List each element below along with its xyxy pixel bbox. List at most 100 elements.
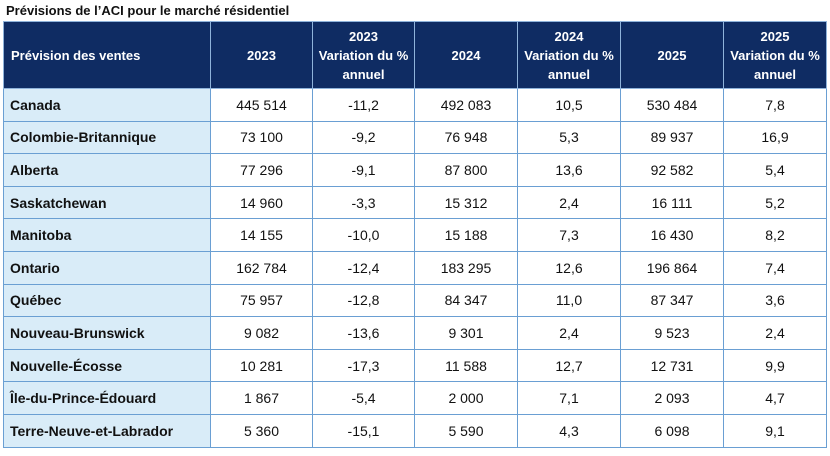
sales-2023: 75 957	[210, 283, 313, 318]
header-line: 2024	[451, 47, 481, 63]
sales-2025: 2 093	[620, 381, 724, 415]
header-2025-change: 2025 Variation du % annuel	[723, 21, 827, 89]
sales-2023: 1 867	[210, 381, 313, 415]
change-2024: 10,5	[517, 88, 621, 122]
region-name: Terre-Neuve-et-Labrador	[3, 413, 211, 448]
change-2025: 16,9	[723, 120, 827, 155]
header-2024-sales: 2024	[414, 21, 518, 89]
header-line: Variation du %	[730, 47, 820, 63]
sales-2025: 16 430	[620, 218, 724, 252]
region-name: Saskatchewan	[3, 185, 211, 220]
sales-2024: 2 000	[414, 381, 518, 415]
sales-2025: 12 731	[620, 348, 724, 383]
change-2023: -12,8	[312, 283, 415, 318]
header-2024-change: 2024 Variation du % annuel	[517, 21, 621, 89]
change-2023: -13,6	[312, 316, 415, 350]
region-name: Canada	[3, 88, 211, 122]
change-2023: -9,1	[312, 153, 415, 187]
region-name: Nouveau-Brunswick	[3, 316, 211, 350]
header-line: annuel	[342, 66, 385, 82]
sales-2023: 14 155	[210, 218, 313, 252]
table-title: Prévisions de l’ACI pour le marché résid…	[6, 3, 290, 18]
change-2023: -12,4	[312, 250, 415, 285]
change-2025: 8,2	[723, 218, 827, 252]
change-2023: -10,0	[312, 218, 415, 252]
change-2025: 4,7	[723, 381, 827, 415]
sales-2023: 5 360	[210, 413, 313, 448]
region-name: Colombie-Britannique	[3, 120, 211, 155]
table-row: Colombie-Britannique 73 100 -9,2 76 948 5,3 8…	[3, 120, 827, 155]
sales-2023: 14 960	[210, 185, 313, 220]
region-name: Ontario	[3, 250, 211, 285]
change-2023: -9,2	[312, 120, 415, 155]
sales-2024: 87 800	[414, 153, 518, 187]
sales-2024: 183 295	[414, 250, 518, 285]
header-2023-change: 2023 Variation du % annuel	[312, 21, 415, 89]
header-row: Prévision des ventes 2023 2023 Variation du…	[3, 21, 827, 89]
sales-2023: 73 100	[210, 120, 313, 155]
change-2024: 11,0	[517, 283, 621, 318]
sales-2024: 5 590	[414, 413, 518, 448]
header-line: Prévision des ventes	[11, 47, 141, 63]
table-row: Ontario 162 784 -12,4 183 295 12,6 196 864 7,4	[3, 250, 827, 285]
sales-2025: 9 523	[620, 316, 724, 350]
change-2025: 9,1	[723, 413, 827, 448]
header-2023-sales: 2023	[210, 21, 313, 89]
sales-2025: 16 111	[620, 185, 724, 220]
sales-2025: 530 484	[620, 88, 724, 122]
header-line: 2023	[247, 47, 276, 63]
header-line: 2024	[554, 28, 584, 44]
table-row: Manitoba 14 155 -10,0 15 188 7,3 16 430 8,2	[3, 218, 827, 252]
change-2025: 7,4	[723, 250, 827, 285]
table-row: Nouvelle-Écosse 10 281 -17,3 11 588 12,7 12 7…	[3, 348, 827, 383]
header-forecast-label: Prévision des ventes	[3, 21, 211, 89]
sales-2023: 10 281	[210, 348, 313, 383]
region-name: Nouvelle-Écosse	[3, 348, 211, 383]
table-row: Île-du-Prince-Édouard 1 867 -5,4 2 000 7,1 2 …	[3, 381, 827, 415]
change-2024: 7,1	[517, 381, 621, 415]
sales-2024: 9 301	[414, 316, 518, 350]
sales-2023: 162 784	[210, 250, 313, 285]
change-2023: -17,3	[312, 348, 415, 383]
table-row: Canada 445 514 -11,2 492 083 10,5 530 484 7,8	[3, 88, 827, 122]
region-name: Manitoba	[3, 218, 211, 252]
table-row: Terre-Neuve-et-Labrador 5 360 -15,1 5 590 4,…	[3, 413, 827, 448]
change-2025: 2,4	[723, 316, 827, 350]
change-2023: -3,3	[312, 185, 415, 220]
sales-2025: 89 937	[620, 120, 724, 155]
table-row: Nouveau-Brunswick 9 082 -13,6 9 301 2,4 9 523…	[3, 316, 827, 350]
header-line: 2025	[657, 47, 687, 63]
region-name: Alberta	[3, 153, 211, 187]
forecast-table: Prévision des ventes 2023 2023 Variation du…	[3, 21, 827, 448]
sales-2023: 77 296	[210, 153, 313, 187]
header-line: annuel	[754, 66, 796, 82]
change-2024: 4,3	[517, 413, 621, 448]
sales-2024: 84 347	[414, 283, 518, 318]
change-2024: 2,4	[517, 316, 621, 350]
sales-2025: 6 098	[620, 413, 724, 448]
sales-2025: 87 347	[620, 283, 724, 318]
sales-2025: 196 864	[620, 250, 724, 285]
region-name: Île-du-Prince-Édouard	[3, 381, 211, 415]
change-2024: 5,3	[517, 120, 621, 155]
change-2024: 7,3	[517, 218, 621, 252]
change-2025: 3,6	[723, 283, 827, 318]
sales-2023: 9 082	[210, 316, 313, 350]
sales-2024: 492 083	[414, 88, 518, 122]
change-2024: 2,4	[517, 185, 621, 220]
change-2025: 7,8	[723, 88, 827, 122]
change-2023: -5,4	[312, 381, 415, 415]
sales-2024: 11 588	[414, 348, 518, 383]
header-line: 2025	[760, 28, 790, 44]
change-2024: 12,6	[517, 250, 621, 285]
table-row: Québec 75 957 -12,8 84 347 11,0 87 347 3,6	[3, 283, 827, 318]
change-2023: -15,1	[312, 413, 415, 448]
sales-2024: 15 312	[414, 185, 518, 220]
change-2025: 5,4	[723, 153, 827, 187]
sales-2024: 15 188	[414, 218, 518, 252]
header-line: 2023	[349, 28, 378, 44]
header-2025-sales: 2025	[620, 21, 724, 89]
change-2024: 12,7	[517, 348, 621, 383]
table-body: Canada 445 514 -11,2 492 083 10,5 530 484 7,8 C…	[3, 88, 827, 448]
table-row: Saskatchewan 14 960 -3,3 15 312 2,4 16 111 5,2	[3, 185, 827, 220]
